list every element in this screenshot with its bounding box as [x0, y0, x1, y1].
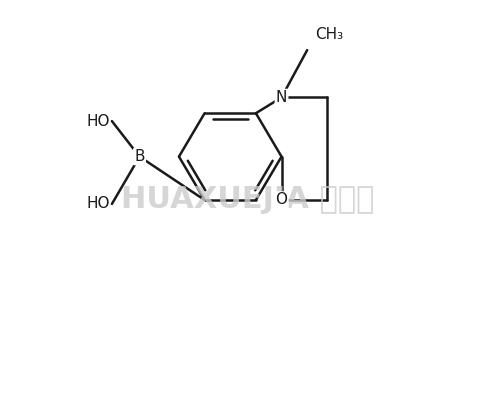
Text: HO: HO	[86, 114, 110, 129]
Text: N: N	[276, 90, 287, 105]
Text: CH₃: CH₃	[315, 27, 343, 42]
Text: O: O	[275, 192, 288, 208]
Text: HUAXUEJIA 化学加: HUAXUEJIA 化学加	[122, 186, 374, 214]
Text: HO: HO	[86, 196, 110, 212]
Text: B: B	[134, 149, 145, 164]
